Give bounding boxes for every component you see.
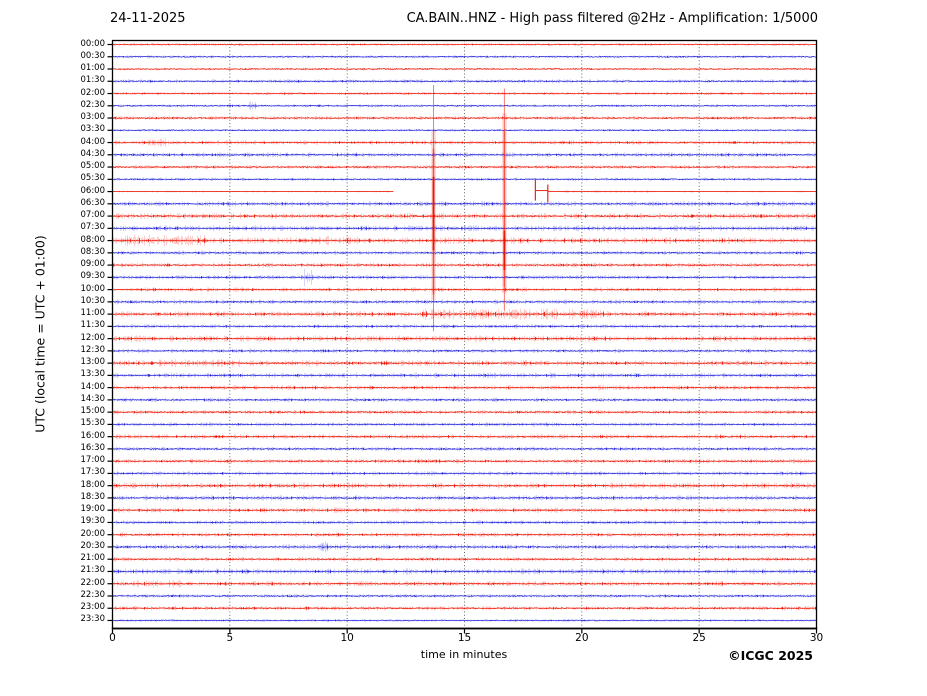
y-tick-label: 05:00 [80, 161, 106, 172]
x-tick-label: 25 [692, 632, 706, 644]
x-tick-label: 10 [340, 632, 354, 644]
x-tick-label: 30 [809, 632, 824, 644]
x-tick-label: 15 [457, 632, 472, 644]
y-tick-label: 16:00 [80, 430, 106, 441]
y-tick-label: 02:00 [80, 87, 106, 98]
y-tick-label: 09:00 [80, 259, 106, 270]
y-tick-label: 08:00 [80, 234, 106, 245]
y-tick-label: 21:30 [80, 565, 106, 576]
y-tick-label: 17:30 [80, 467, 106, 478]
y-tick-label: 23:30 [80, 614, 106, 625]
y-tick-label: 23:00 [80, 602, 106, 613]
y-tick-label: 12:30 [80, 344, 106, 355]
y-tick-label: 06:30 [80, 197, 106, 208]
y-tick-label: 00:00 [80, 38, 106, 49]
y-tick-label: 01:30 [80, 75, 106, 86]
y-tick-label: 08:30 [80, 246, 106, 257]
x-tick-label: 0 [109, 632, 116, 644]
y-tick-label: 19:00 [80, 504, 106, 515]
y-tick-label: 06:00 [80, 185, 106, 196]
y-tick-label: 00:30 [80, 50, 106, 61]
y-tick-label: 18:30 [80, 491, 106, 502]
y-tick-label: 13:00 [80, 357, 106, 368]
y-tick-label: 04:00 [80, 136, 106, 147]
x-tick-label: 5 [226, 632, 234, 644]
x-axis-label: time in minutes [420, 648, 508, 661]
y-tick-label: 11:30 [80, 320, 106, 331]
y-tick-label: 10:00 [80, 283, 106, 294]
y-tick-label: 12:00 [80, 332, 106, 343]
y-tick-label: 07:30 [80, 222, 106, 233]
y-tick-label: 20:30 [80, 540, 106, 551]
y-tick-label: 03:00 [80, 112, 106, 123]
y-tick-label: 07:00 [80, 210, 106, 221]
y-tick-label: 22:00 [80, 577, 106, 588]
y-tick-label: 18:00 [80, 479, 106, 490]
y-tick-label: 10:30 [80, 295, 106, 306]
date-label: 24-11-2025 [110, 11, 186, 26]
copyright-label: ©ICGC 2025 [728, 648, 813, 663]
y-tick-label: 02:30 [80, 99, 106, 110]
y-tick-label: 03:30 [80, 124, 106, 135]
plot-title: CA.BAIN..HNZ - High pass filtered @2Hz -… [406, 11, 818, 26]
y-tick-label: 13:30 [80, 369, 106, 380]
y-tick-label: 14:00 [80, 381, 106, 392]
y-tick-label: 14:30 [80, 393, 106, 404]
y-tick-label: 05:30 [80, 173, 106, 184]
y-tick-label: 15:30 [80, 418, 106, 429]
y-tick-label: 01:00 [80, 63, 106, 73]
x-tick-label: 20 [575, 632, 589, 644]
y-tick-label: 21:00 [80, 553, 106, 564]
y-tick-label: 15:00 [80, 406, 106, 417]
y-tick-label: 11:00 [80, 308, 106, 319]
y-tick-label: 22:30 [80, 589, 106, 600]
y-tick-label: 04:30 [80, 148, 106, 159]
y-tick-label: 17:00 [80, 455, 106, 466]
y-tick-label: 19:30 [80, 516, 106, 527]
y-tick-label: 20:00 [80, 528, 106, 539]
y-tick-label: 16:30 [80, 442, 106, 453]
y-tick-label: 09:30 [80, 271, 106, 282]
